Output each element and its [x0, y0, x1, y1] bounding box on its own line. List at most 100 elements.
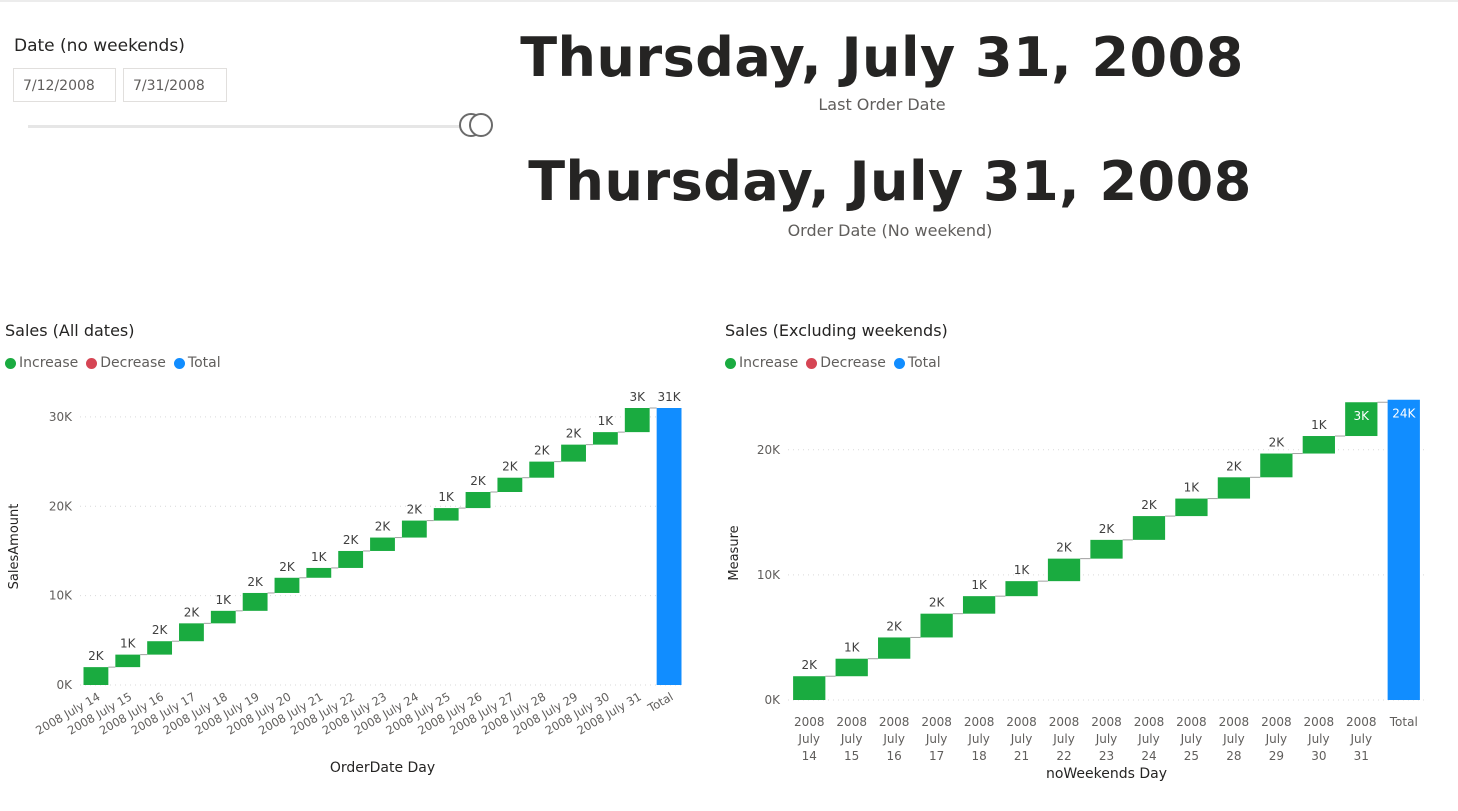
x-tick-label: July	[1180, 732, 1203, 746]
total-data-label: 24K	[1392, 407, 1416, 421]
x-tick-label: 29	[1269, 749, 1284, 763]
legend-decrease-dot	[86, 357, 98, 369]
data-label: 2K	[886, 619, 903, 633]
x-tick-label: 2008	[1049, 715, 1080, 729]
waterfall-bar	[920, 613, 953, 638]
end-date-input[interactable]: 7/31/2008	[123, 68, 227, 102]
sales-excluding-weekends-visual[interactable]: Sales (Excluding weekends) Increase Decr…	[720, 310, 1450, 790]
data-label: 2K	[152, 623, 169, 637]
x-tick-label: July	[882, 732, 905, 746]
y-tick-label: 20K	[49, 499, 73, 513]
data-label: 2K	[1099, 522, 1116, 536]
x-tick-label: 2008	[1006, 715, 1037, 729]
waterfall-bar	[592, 432, 618, 445]
x-tick-label: 2008	[1134, 715, 1165, 729]
data-label: 2K	[801, 658, 818, 672]
data-label: 2K	[88, 649, 105, 663]
y-tick-label: 0K	[764, 693, 781, 707]
waterfall-bar	[561, 444, 586, 462]
x-tick-label: July	[1222, 732, 1245, 746]
data-label: 1K	[120, 637, 137, 651]
y-tick-label: 30K	[49, 410, 73, 424]
data-label: 2K	[247, 575, 264, 589]
x-tick-label: 23	[1099, 749, 1114, 763]
waterfall-bar	[83, 667, 109, 685]
data-label: 2K	[534, 444, 551, 458]
order-date-no-weekend-label: Order Date (No weekend)	[787, 221, 993, 240]
x-tick-label: July	[1307, 732, 1330, 746]
legend-decrease-dot	[806, 357, 818, 369]
x-tick-label: July	[1137, 732, 1160, 746]
data-label: 1K	[216, 593, 233, 607]
waterfall-bar	[1090, 539, 1123, 559]
x-tick-label: 14	[802, 749, 817, 763]
y-tick-label: 0K	[56, 678, 73, 692]
data-label: 2K	[279, 560, 296, 574]
legend-total[interactable]: Total	[893, 355, 941, 371]
slider-track[interactable]	[28, 125, 478, 128]
x-tick-label: July	[967, 732, 990, 746]
slider-end-handle[interactable]	[469, 113, 493, 137]
waterfall-chart-excluding-weekends: 0K 10K 20K Measure 2K 2008 July 14 1K 2008 July 15 2…	[727, 399, 1425, 782]
waterfall-bar	[433, 508, 459, 521]
start-date-input[interactable]: 7/12/2008	[13, 68, 116, 102]
x-tick-label: 2008	[1346, 715, 1377, 729]
top-border	[0, 0, 1458, 2]
y-tick-label: 10K	[49, 589, 73, 603]
x-tick-label: 2008	[1261, 715, 1292, 729]
data-label: 2K	[407, 503, 424, 517]
slicer-title: Date (no weekends)	[14, 36, 185, 56]
waterfall-bar	[210, 610, 236, 624]
waterfall-bar	[1175, 498, 1208, 517]
data-label: 1K	[1184, 481, 1201, 495]
data-label: 1K	[971, 578, 988, 592]
x-tick-label: July	[1010, 732, 1033, 746]
data-label: 2K	[502, 460, 519, 474]
x-tick-label: 22	[1056, 749, 1071, 763]
waterfall-bar	[793, 676, 826, 700]
data-label: 1K	[598, 414, 615, 428]
waterfall-bar	[1217, 477, 1251, 499]
legend-increase[interactable]: Increase	[5, 355, 78, 371]
x-tick-label: 24	[1141, 749, 1156, 763]
x-tick-label: 15	[844, 749, 859, 763]
x-tick-label: 2008	[794, 715, 825, 729]
waterfall-bar	[115, 654, 141, 668]
legend-total[interactable]: Total	[173, 355, 221, 371]
legend-total-dot	[893, 357, 905, 369]
legend-decrease[interactable]: Decrease	[806, 355, 886, 371]
sales-all-dates-visual[interactable]: Sales (All dates) Increase Decrease Tota…	[0, 310, 700, 790]
data-label: 2K	[1056, 541, 1073, 555]
x-tick-label: 21	[1014, 749, 1029, 763]
waterfall-bar	[147, 641, 173, 655]
chart-legend: Increase Decrease Total	[725, 355, 941, 371]
x-tick-label: July	[840, 732, 863, 746]
x-tick-label: July	[925, 732, 948, 746]
last-order-date-value: Thursday, July 31, 2008	[520, 26, 1244, 89]
waterfall-bar	[497, 477, 523, 492]
data-label: 1K	[311, 550, 328, 564]
chart-title: Sales (Excluding weekends)	[725, 321, 948, 340]
x-tick-label: 18	[971, 749, 986, 763]
legend-increase[interactable]: Increase	[725, 355, 798, 371]
legend-decrease[interactable]: Decrease	[86, 355, 166, 371]
data-label: 2K	[566, 427, 583, 441]
total-data-label: 31K	[658, 390, 682, 404]
x-tick-label: Total	[1389, 715, 1418, 729]
waterfall-bar	[1345, 402, 1378, 437]
waterfall-bar	[306, 567, 332, 578]
data-label: 1K	[844, 641, 861, 655]
data-label: 2K	[1141, 498, 1158, 512]
legend-increase-dot	[725, 357, 736, 369]
x-tick-label: 31	[1354, 749, 1369, 763]
y-tick-label: 10K	[757, 568, 781, 582]
waterfall-bar	[1005, 581, 1038, 597]
waterfall-bar	[1302, 436, 1335, 454]
data-label: 2K	[1226, 459, 1243, 473]
x-tick-label: 2008	[879, 715, 910, 729]
x-tick-label: July	[1265, 732, 1288, 746]
x-tick-label: 28	[1226, 749, 1241, 763]
data-label: 2K	[343, 533, 360, 547]
x-tick-label: 2008	[1176, 715, 1207, 729]
